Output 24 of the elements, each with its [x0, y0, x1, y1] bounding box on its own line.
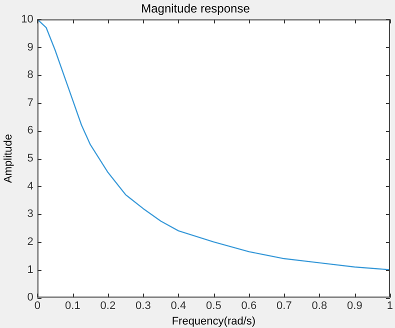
y-tick-label: 7: [27, 96, 34, 109]
x-axis-title: Frequency(rad/s): [172, 315, 256, 328]
x-tick-label: 0.2: [100, 300, 116, 312]
x-tick-label: 0.7: [276, 300, 292, 312]
y-tick-label: 1: [27, 264, 34, 276]
y-tick-label: 5: [27, 152, 34, 165]
y-tick-label: 10: [21, 13, 34, 26]
x-tick-label: 0.1: [65, 300, 80, 312]
y-tick-label: 2: [27, 236, 34, 248]
y-tick-label: 4: [27, 180, 34, 192]
y-tick-label: 0: [27, 292, 34, 304]
y-tick-label: 9: [27, 41, 34, 54]
x-tick-label: 0.8: [312, 300, 328, 312]
y-tick-label: 6: [27, 124, 34, 137]
x-tick-label: 0.5: [206, 300, 222, 312]
x-tick-label: 0.6: [241, 300, 257, 312]
y-tick-label: 3: [27, 208, 34, 220]
x-tick-label: 0.9: [347, 300, 362, 312]
y-axis-title: Amplitude: [2, 134, 15, 183]
chart-title: Magnitude response: [141, 2, 250, 16]
x-tick-label: 0.4: [170, 300, 186, 312]
x-tick-label: 0.3: [136, 300, 151, 312]
y-tick-label: 8: [27, 69, 34, 82]
x-tick-label: 1: [386, 300, 394, 312]
